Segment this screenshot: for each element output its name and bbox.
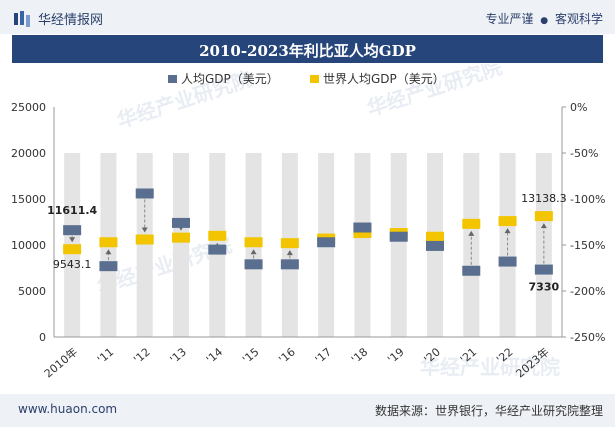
arrow-head xyxy=(69,237,76,243)
axes: 0 5000 10000 15000 20000 25000 0% -50% -100% -150… xyxy=(11,101,605,380)
slogan-a: 专业严谨 xyxy=(485,12,534,26)
libya-gdp-marker xyxy=(99,261,118,272)
title-band: 2010-2023年利比亚人均GDP xyxy=(12,35,603,63)
legend-libya-label: 人均GDP（美元） xyxy=(181,72,279,86)
site-url[interactable]: www.huaon.com xyxy=(18,402,118,416)
x-tick-label: '17 xyxy=(313,345,334,366)
world-gdp-marker xyxy=(208,230,227,241)
right-tick-label: -50% xyxy=(570,147,598,160)
band xyxy=(463,153,480,337)
legend: 人均GDP（美元） 世界人均GDP（美元） xyxy=(168,72,445,86)
band xyxy=(136,153,153,337)
right-tick-label: -200% xyxy=(570,285,605,298)
left-tick-label: 5000 xyxy=(18,285,46,298)
slogan-b: 客观科学 xyxy=(554,12,603,26)
slogan: 专业严谨 ● 客观科学 xyxy=(485,10,603,27)
left-tick-label: 20000 xyxy=(11,147,46,160)
libya-gdp-marker xyxy=(63,225,82,236)
left-tick-label: 0 xyxy=(39,331,46,344)
libya-gdp-marker xyxy=(244,259,263,270)
chart: 华经产业研究院 华经产业研究院 华经产业研究院 华经产业研究院 05000100… xyxy=(11,64,605,380)
x-tick-label: '13 xyxy=(168,345,189,366)
x-tick-label: '19 xyxy=(385,345,406,366)
world-gdp-marker xyxy=(426,231,444,242)
band xyxy=(535,153,552,337)
libya-gdp-marker xyxy=(498,256,517,267)
world-gdp-marker xyxy=(244,237,263,248)
top-bar: 华经情报网 专业严谨 ● 客观科学 xyxy=(0,0,615,34)
arrow-head xyxy=(105,249,112,255)
left-tick-label: 15000 xyxy=(11,193,46,206)
x-tick-label: '15 xyxy=(240,345,261,366)
left-tick-label: 10000 xyxy=(11,239,46,252)
libya-gdp-marker xyxy=(317,237,336,248)
world-gdp-marker xyxy=(99,237,118,248)
footer: www.huaon.com 数据来源：世界银行，华经产业研究院整理 xyxy=(0,394,615,427)
libya-gdp-marker xyxy=(462,265,481,276)
x-tick-label: '16 xyxy=(276,345,297,366)
arrow-head xyxy=(141,227,148,233)
data-label: 11611.4 xyxy=(47,204,97,217)
right-tick-label: -150% xyxy=(570,239,605,252)
arrow-head xyxy=(250,249,257,255)
legend-world-swatch xyxy=(310,75,319,83)
x-tick-label: '11 xyxy=(95,345,116,366)
data-label: 7330 xyxy=(529,281,560,294)
data-labels: 11611.4 9543.1 13138.3 7330 xyxy=(47,192,567,293)
libya-gdp-marker xyxy=(208,244,227,255)
right-tick-label: -250% xyxy=(570,331,605,344)
data-label: 13138.3 xyxy=(521,192,567,205)
world-gdp-marker xyxy=(462,218,481,229)
watermark-4: 华经产业研究院 xyxy=(420,355,560,379)
libya-gdp-marker xyxy=(280,259,299,270)
legend-libya-swatch xyxy=(168,75,177,83)
arrow-head xyxy=(468,230,475,236)
world-gdp-marker xyxy=(172,232,190,243)
libya-gdp-marker xyxy=(353,222,372,233)
background-bands xyxy=(64,153,552,337)
chart-title: 2010-2023年利比亚人均GDP xyxy=(199,42,416,60)
x-tick-label: '18 xyxy=(349,345,370,366)
band xyxy=(390,153,407,337)
brand[interactable]: 华经情报网 xyxy=(14,9,103,28)
libya-gdp-marker xyxy=(534,264,553,275)
libya-gdp-marker xyxy=(135,188,154,199)
x-tick-label: '12 xyxy=(131,345,152,366)
arrow-head xyxy=(504,228,511,234)
world-gdp-marker xyxy=(280,238,299,249)
data-label: 9543.1 xyxy=(53,258,92,271)
band xyxy=(354,153,371,337)
libya-gdp-marker xyxy=(172,217,190,228)
brand-name: 华经情报网 xyxy=(38,13,104,28)
libya-gdp-marker xyxy=(426,240,444,251)
data-source: 数据来源：世界银行，华经产业研究院整理 xyxy=(374,404,603,418)
right-tick-label: -100% xyxy=(570,193,605,206)
world-gdp-marker xyxy=(498,216,517,227)
world-gdp-marker xyxy=(353,228,372,239)
arrow-head xyxy=(540,223,547,229)
logo-icon xyxy=(14,10,30,27)
libya-gdp-marker xyxy=(389,231,408,242)
x-tick-label: '14 xyxy=(204,345,225,366)
legend-world-label: 世界人均GDP（美元） xyxy=(323,72,445,86)
world-gdp-marker xyxy=(63,244,82,255)
left-tick-label: 25000 xyxy=(11,101,46,114)
world-gdp-marker xyxy=(534,211,553,222)
world-gdp-marker xyxy=(135,234,154,245)
slogan-dot: ● xyxy=(540,16,549,26)
markers xyxy=(63,188,553,276)
band xyxy=(173,153,189,337)
x-tick-label: 2010年 xyxy=(41,345,80,381)
arrow-head xyxy=(286,250,293,256)
right-tick-label: 0% xyxy=(570,101,587,114)
